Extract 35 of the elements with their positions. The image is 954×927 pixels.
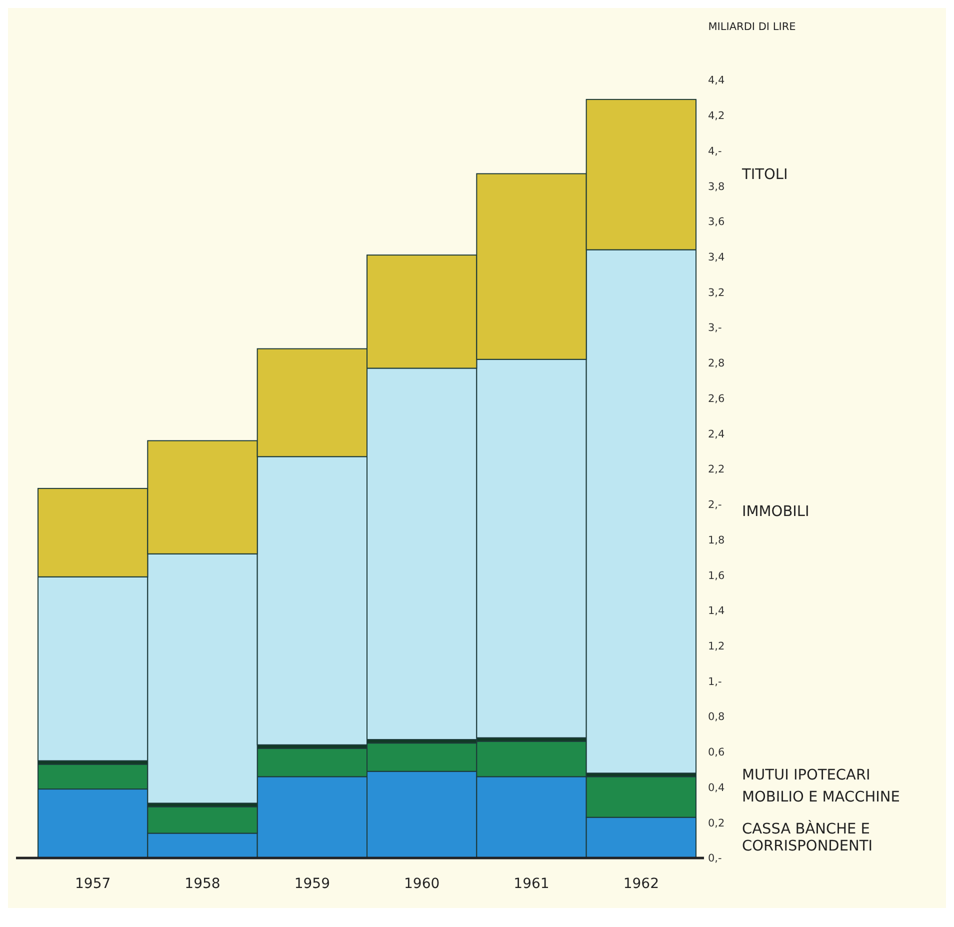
y-tick-label: 1,2 — [708, 640, 725, 652]
y-tick-label: 2,8 — [708, 358, 725, 370]
x-tick-label: 1960 — [404, 876, 440, 892]
y-tick-label: 0,4 — [708, 782, 726, 794]
y-tick-label: 3,6 — [708, 216, 726, 228]
x-tick-label: 1959 — [294, 876, 330, 892]
y-tick-label: 1,8 — [708, 534, 725, 546]
y-axis-title: MILIARDI DI LIRE — [708, 21, 796, 33]
y-tick-label: 2,6 — [708, 392, 726, 405]
y-tick-label: 3,2 — [708, 286, 725, 299]
y-tick-label: 2,4 — [708, 428, 726, 440]
y-tick-label: 3,- — [708, 322, 722, 334]
y-tick-label: 1,- — [708, 676, 722, 688]
y-tick-label: 4,4 — [708, 74, 726, 87]
y-tick-label: 0,2 — [708, 817, 725, 830]
y-tick-label: 1,4 — [708, 605, 726, 618]
y-tick-label: 0,8 — [708, 711, 725, 724]
y-tick-label: 2,2 — [708, 464, 725, 476]
y-tick-label: 1,6 — [708, 570, 726, 582]
x-tick-label: 1958 — [184, 876, 220, 892]
text: MOBILIO E MACCHINE — [742, 790, 900, 806]
text: CASSA BÀNCHE E CORRISPONDENTI — [742, 820, 872, 855]
x-tick-label: 1961 — [514, 876, 550, 892]
text: TITOLI — [741, 167, 788, 184]
x-tick-label: 1957 — [75, 876, 111, 892]
text: MUTUI IPOTECARI — [742, 767, 870, 784]
y-tick-label: 3,4 — [708, 251, 726, 264]
y-tick-label: 4,2 — [708, 110, 725, 122]
text: IMMOBILI — [742, 504, 810, 520]
y-tick-label: 0,6 — [708, 746, 726, 759]
y-tick-label: 4,- — [708, 145, 722, 158]
y-tick-label: 0,- — [708, 852, 722, 865]
y-tick-label: 3,8 — [708, 180, 725, 193]
y-tick-label: 2,- — [708, 499, 722, 512]
x-tick-label: 1962 — [623, 876, 659, 892]
